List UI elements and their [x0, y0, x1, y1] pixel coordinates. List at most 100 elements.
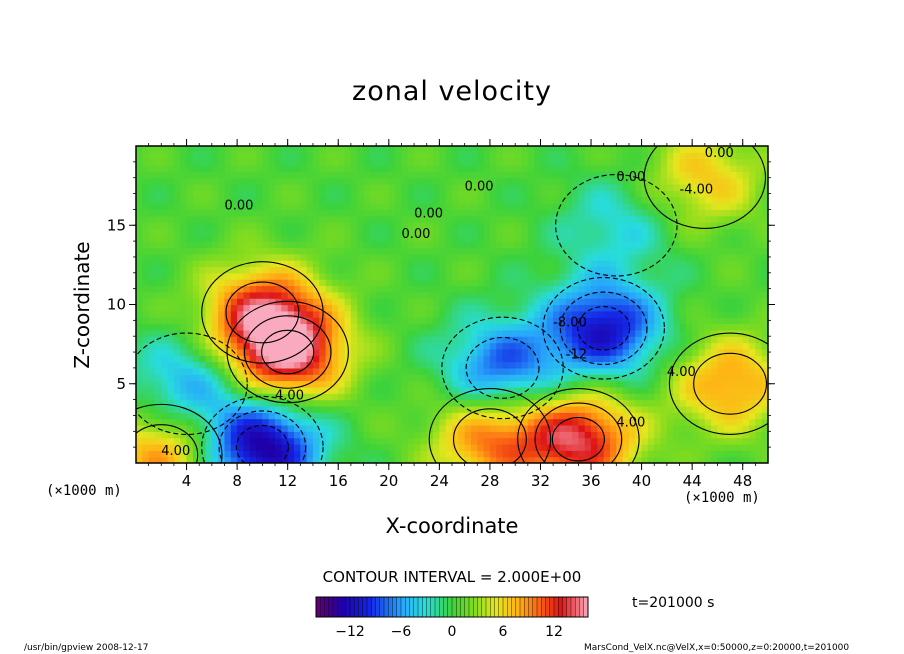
- field-cell: [218, 158, 226, 166]
- field-cell: [167, 399, 175, 407]
- field-cell: [515, 253, 523, 261]
- field-cell: [300, 431, 308, 439]
- field-cell: [275, 374, 282, 382]
- field-cell: [161, 323, 169, 331]
- field-cell: [230, 260, 238, 268]
- field-cell: [597, 374, 605, 382]
- field-cell: [205, 412, 213, 420]
- field-cell: [319, 184, 327, 191]
- field-cell: [730, 456, 737, 463]
- field-cell: [439, 215, 447, 223]
- field-cell: [565, 405, 573, 413]
- field-cell: [211, 456, 219, 463]
- field-cell: [319, 158, 327, 166]
- field-cell: [306, 215, 314, 223]
- field-cell: [578, 424, 586, 432]
- field-cell: [628, 260, 636, 268]
- field-cell: [319, 336, 327, 344]
- field-cell: [420, 190, 428, 198]
- field-cell: [148, 386, 156, 394]
- field-cell: [742, 190, 750, 198]
- field-cell: [749, 310, 756, 318]
- field-cell: [761, 247, 768, 255]
- field-cell: [502, 437, 510, 445]
- field-cell: [584, 317, 592, 325]
- field-cell: [287, 222, 295, 230]
- field-cell: [666, 228, 674, 236]
- field-cell: [414, 355, 421, 363]
- field-cell: [287, 367, 295, 375]
- field-cell: [534, 450, 542, 458]
- field-cell: [666, 374, 674, 382]
- field-cell: [439, 184, 447, 191]
- field-cell: [300, 310, 308, 318]
- field-cell: [237, 253, 245, 261]
- field-cell: [641, 234, 649, 242]
- field-cell: [704, 374, 712, 382]
- field-cell: [142, 399, 150, 407]
- field-cell: [224, 190, 232, 198]
- field-cell: [275, 418, 282, 426]
- field-cell: [420, 241, 428, 249]
- field-cell: [243, 317, 251, 325]
- field-cell: [136, 171, 143, 179]
- field-cell: [148, 329, 156, 337]
- field-cell: [312, 165, 320, 172]
- field-cell: [300, 342, 308, 350]
- field-cell: [401, 317, 409, 325]
- field-cell: [578, 310, 586, 318]
- field-cell: [161, 361, 169, 369]
- field-cell: [350, 304, 358, 312]
- field-cell: [338, 291, 346, 299]
- field-cell: [256, 272, 263, 280]
- field-cell: [338, 367, 346, 375]
- field-cell: [584, 374, 592, 382]
- field-cell: [294, 342, 301, 350]
- field-cell: [420, 336, 428, 344]
- field-cell: [420, 317, 428, 325]
- field-cell: [256, 241, 263, 249]
- field-cell: [458, 260, 466, 268]
- field-cell: [704, 184, 712, 191]
- field-cell: [382, 184, 390, 191]
- field-cell: [736, 336, 744, 344]
- field-cell: [704, 431, 712, 439]
- field-cell: [641, 317, 649, 325]
- field-cell: [527, 443, 535, 451]
- field-cell: [369, 450, 377, 458]
- field-cell: [186, 399, 194, 407]
- field-cell: [192, 146, 200, 153]
- field-cell: [306, 279, 314, 287]
- field-cell: [597, 329, 605, 337]
- field-cell: [230, 374, 238, 382]
- field-cell: [173, 272, 181, 280]
- field-cell: [666, 355, 674, 363]
- field-cell: [325, 253, 333, 261]
- field-cell: [243, 342, 251, 350]
- field-cell: [698, 228, 706, 236]
- field-cell: [730, 266, 737, 274]
- field-cell: [572, 329, 579, 337]
- field-cell: [483, 152, 491, 160]
- field-cell: [275, 241, 282, 249]
- field-cell: [312, 298, 320, 306]
- field-cell: [249, 386, 257, 394]
- field-cell: [312, 196, 320, 204]
- field-cell: [395, 456, 403, 463]
- field-cell: [610, 355, 617, 363]
- field-cell: [755, 184, 763, 191]
- field-cell: [154, 203, 162, 210]
- field-cell: [154, 146, 162, 153]
- field-cell: [597, 380, 605, 388]
- field-cell: [268, 222, 276, 230]
- field-cell: [679, 443, 687, 451]
- field-cell: [281, 253, 289, 261]
- field-cell: [540, 424, 548, 432]
- field-cell: [192, 298, 200, 306]
- field-cell: [723, 380, 731, 388]
- field-cell: [376, 158, 384, 166]
- field-cell: [350, 285, 358, 293]
- field-cell: [142, 304, 150, 312]
- field-cell: [458, 450, 466, 458]
- field-cell: [654, 203, 662, 210]
